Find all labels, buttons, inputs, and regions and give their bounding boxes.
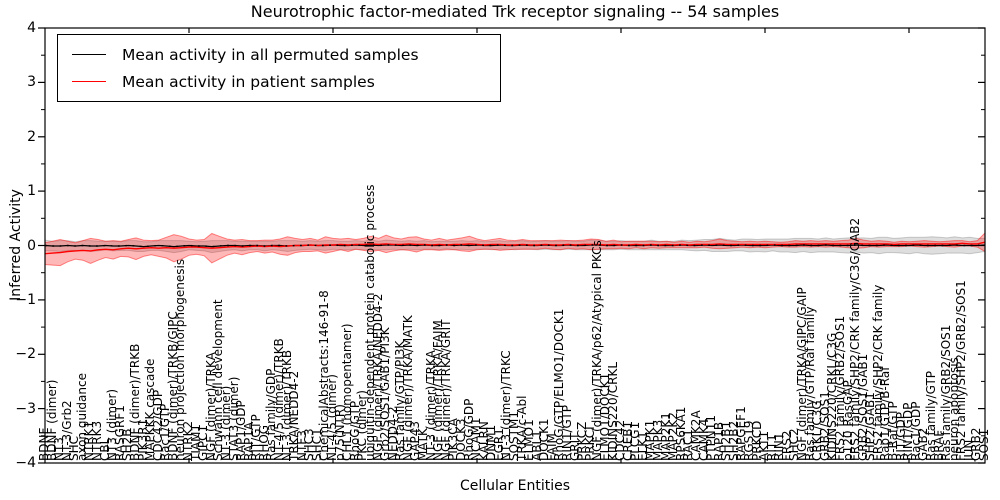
x-entity-label: SOS1 [977,428,991,461]
y-tick-label: 4 [27,20,36,36]
legend: Mean activity in all permuted samples Me… [57,34,501,102]
y-tick-label: 1 [27,183,36,200]
chart-title: Neurotrophic factor-mediated Trk recepto… [250,2,780,21]
legend-item-patient: Mean activity in patient samples [72,68,486,95]
y-tick-label: −2 [15,346,36,363]
legend-label-patient: Mean activity in patient samples [122,72,375,91]
permuted-line-swatch [72,54,106,55]
patient-line-swatch [72,81,106,82]
legend-item-permuted: Mean activity in all permuted samples [72,41,486,68]
y-tick-label: −1 [15,291,36,308]
y-tick-label: −4 [15,455,36,471]
y-tick-label: −3 [15,400,36,417]
y-tick-label: 2 [27,128,36,145]
x-axis-label: Cellular Entities [459,478,571,494]
axis-ticks [38,27,985,464]
patient-mean-line [44,241,986,255]
y-tick-label: 3 [27,74,36,91]
x-entity-label: FRS2 family/SHP2/GRB2/SOS1 [954,280,969,461]
y-tick-label: 0 [27,237,36,254]
legend-label-permuted: Mean activity in all permuted samples [122,45,419,64]
